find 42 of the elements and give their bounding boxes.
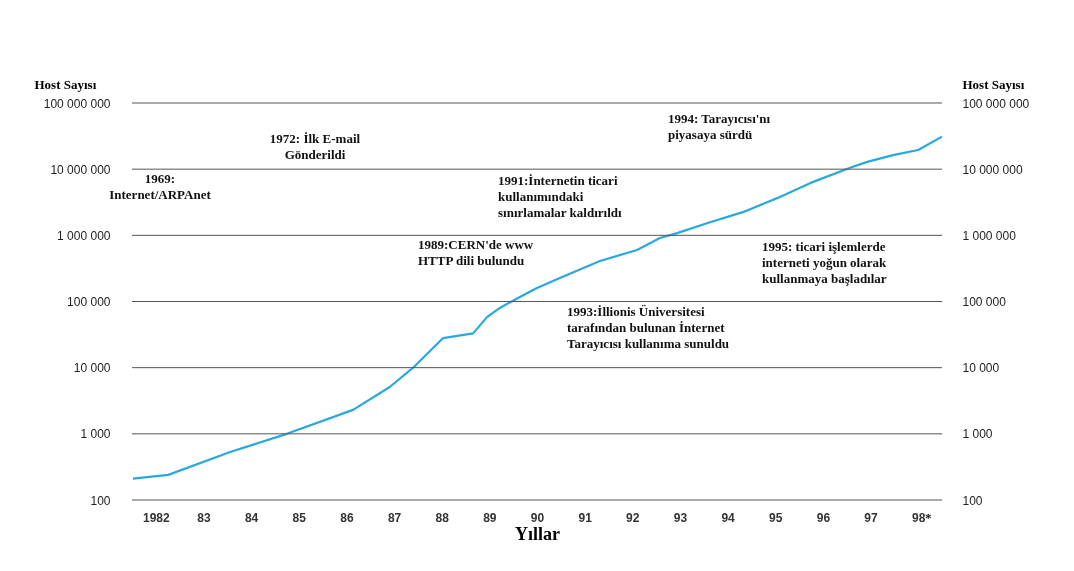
y-tick-label: 10 000 000 [962, 162, 1023, 177]
text: 100 000 [67, 295, 111, 309]
x-tick-label: 96 [816, 510, 831, 525]
y-tick-label: 1 000 000 [962, 228, 1017, 243]
text: 100 000 000 [43, 96, 111, 111]
x-tick-label: 89 [483, 510, 497, 525]
x-tick-label: 94 [721, 510, 736, 525]
x-tick-label: 93 [673, 510, 688, 525]
annotation: 1989:CERN'de www HTTP dili bulundu [418, 237, 534, 268]
annotation: 1993:İllionis Üniversitesi tarafından bulunan İnternet Tarayıcısı kullanıma sunuldu [567, 304, 730, 351]
x-tick-label: 95 [769, 510, 783, 525]
text: 1 000 000 [57, 228, 111, 243]
x-tick-label: 97 [864, 510, 879, 525]
text: * [925, 510, 932, 525]
x-tick-label: 83 [197, 510, 211, 525]
y-axis-title: Host Sayısı [34, 76, 97, 92]
y-tick-label: 100 000 [962, 295, 1007, 309]
y2-axis-title: Host Sayısı [962, 76, 1025, 92]
y-tick-label: 100 000 000 [962, 96, 1030, 111]
annotation: 1991:İnternetin ticari kullanımındaki sınırlamalar kaldırıldı [498, 173, 623, 220]
x-tick-label: 85 [292, 510, 307, 525]
x-tick-label: 87 [387, 510, 402, 525]
x-axis-title: Yıllar [515, 523, 560, 544]
y-tick-label: 10 000 [962, 361, 1000, 376]
y-tick-label: 100 [962, 493, 983, 508]
text: 1 000 [80, 427, 111, 442]
annotation: 1969: Internet/ARPAnet [109, 171, 212, 202]
y-tick-label: 1 000 [962, 427, 993, 442]
annotation: 1994: Tarayıcısı'nı piyasaya sürdü [668, 111, 771, 142]
x-tick-label: 90 [530, 510, 545, 525]
x-tick-label: 86 [340, 510, 354, 525]
annotation: 1995: ticari işlemlerde interneti yoğun olarak kullanmaya başladılar [762, 239, 887, 286]
x-tick-label: 84 [244, 510, 259, 525]
annotation: 1972: İlk E-mail Gönderildi [269, 131, 361, 162]
x-tick-label: 92 [626, 510, 640, 525]
text: 100 [90, 493, 111, 508]
text: 10 000 [73, 361, 111, 376]
text: 10 000 000 [50, 162, 111, 177]
x-tick-label: 88 [435, 510, 450, 525]
x-tick-label: 91 [578, 510, 593, 525]
x-tick-label: 1982 [142, 510, 170, 525]
x-tick-label: 98 [912, 510, 926, 525]
